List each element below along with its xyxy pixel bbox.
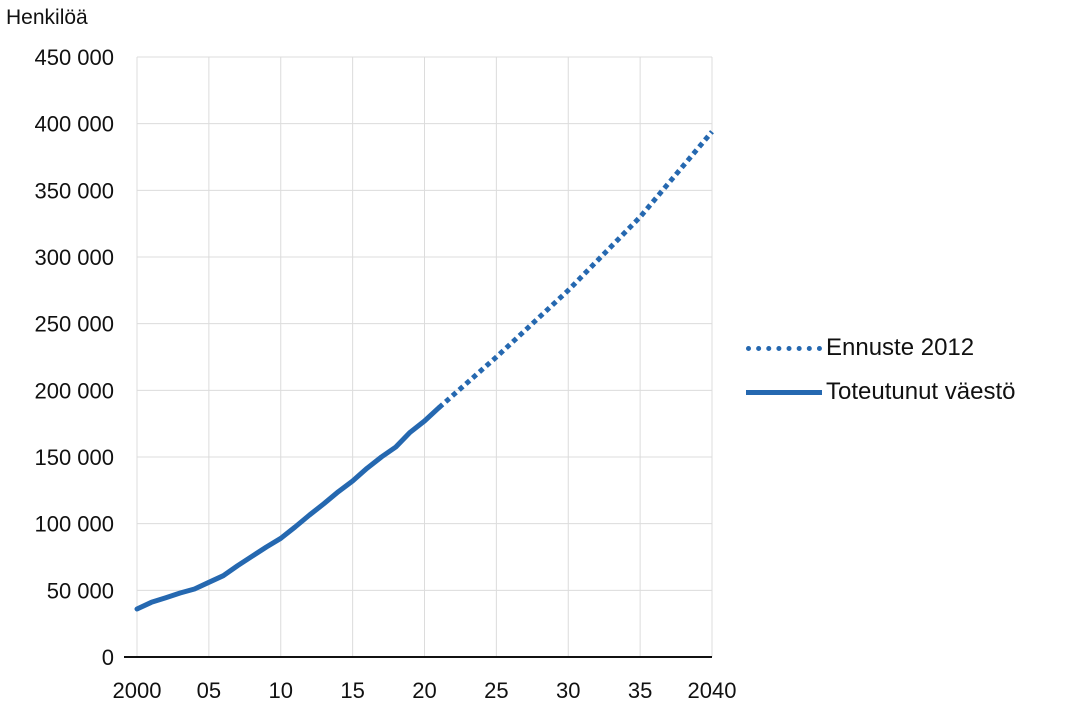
legend-item-forecast: Ennuste 2012 [746, 326, 1015, 370]
legend-item-actual: Toteutunut väestö [746, 370, 1015, 414]
legend-swatch-solid [746, 389, 822, 395]
y-tick-label: 300 000 [34, 245, 114, 270]
y-tick-label: 400 000 [34, 112, 114, 137]
y-tick-label: 350 000 [34, 178, 114, 203]
x-tick-label: 05 [197, 678, 221, 703]
legend-label-forecast: Ennuste 2012 [826, 334, 975, 361]
x-tick-label: 25 [484, 678, 508, 703]
actual-series-line [134, 405, 442, 612]
y-tick-label: 200 000 [34, 378, 114, 403]
x-tick-label: 2040 [688, 678, 737, 703]
x-tick-label: 15 [340, 678, 364, 703]
y-tick-label: 0 [102, 645, 114, 670]
y-axis-unit-label: Henkilöä [6, 6, 88, 29]
gridlines [136, 56, 713, 657]
x-tick-label: 2000 [113, 678, 162, 703]
legend-label-actual: Toteutunut väestö [826, 378, 1016, 405]
series-lines [134, 130, 714, 612]
legend-swatch-dotted [746, 345, 822, 351]
y-tick-label: 150 000 [34, 445, 114, 470]
x-tick-label: 20 [412, 678, 436, 703]
y-tick-label: 100 000 [34, 512, 114, 537]
y-tick-label: 450 000 [34, 45, 114, 70]
y-tick-label: 250 000 [34, 312, 114, 337]
legend: Ennuste 2012 Toteutunut väestö [746, 326, 1015, 414]
y-tick-label: 50 000 [47, 578, 114, 603]
x-tick-label: 30 [556, 678, 580, 703]
x-tick-label: 10 [269, 678, 293, 703]
forecast-series-line [437, 130, 714, 410]
tick-labels: 0 50 000 100 000 150 000 200 000 250 000 300 0… [34, 45, 736, 703]
x-tick-label: 35 [628, 678, 652, 703]
